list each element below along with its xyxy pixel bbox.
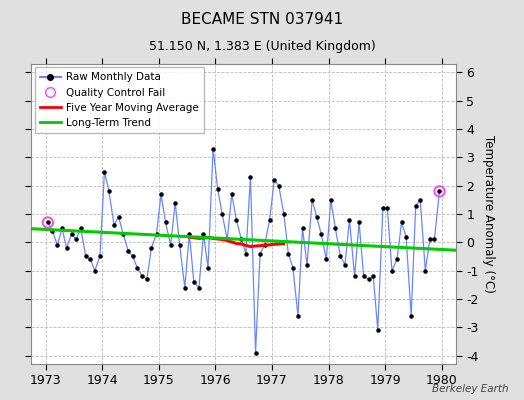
Point xyxy=(402,234,410,240)
Point xyxy=(68,231,76,237)
Point xyxy=(195,284,203,291)
Point xyxy=(388,268,396,274)
Point xyxy=(43,219,52,226)
Point xyxy=(181,284,189,291)
Point xyxy=(227,191,236,197)
Point xyxy=(143,276,151,282)
Point xyxy=(190,279,198,285)
Point xyxy=(275,182,283,189)
Point xyxy=(72,236,80,243)
Point xyxy=(53,242,62,248)
Point xyxy=(303,262,311,268)
Point xyxy=(365,276,373,282)
Point xyxy=(48,228,57,234)
Point xyxy=(209,146,217,152)
Point xyxy=(407,313,416,319)
Point xyxy=(435,188,444,194)
Point xyxy=(213,185,222,192)
Point xyxy=(133,264,141,271)
Point xyxy=(237,236,246,243)
Point xyxy=(379,205,387,212)
Point xyxy=(82,253,90,260)
Point xyxy=(246,174,255,180)
Point xyxy=(171,200,179,206)
Point xyxy=(110,222,118,228)
Point xyxy=(152,231,161,237)
Point xyxy=(199,231,208,237)
Point xyxy=(317,231,325,237)
Point xyxy=(157,191,165,197)
Point xyxy=(416,197,424,203)
Point xyxy=(119,231,127,237)
Point xyxy=(383,205,391,212)
Point xyxy=(124,248,133,254)
Point xyxy=(425,236,434,243)
Point xyxy=(326,197,335,203)
Point xyxy=(270,177,278,183)
Point xyxy=(223,236,232,243)
Point xyxy=(105,188,113,194)
Point xyxy=(138,273,147,280)
Point xyxy=(280,211,288,217)
Point xyxy=(62,245,71,251)
Text: Berkeley Earth: Berkeley Earth xyxy=(432,384,508,394)
Point xyxy=(256,250,264,257)
Point xyxy=(252,350,260,356)
Point xyxy=(91,268,99,274)
Point xyxy=(167,242,175,248)
Point xyxy=(355,219,363,226)
Point xyxy=(411,202,420,209)
Point xyxy=(232,216,241,223)
Point xyxy=(77,225,85,231)
Point xyxy=(336,253,345,260)
Point xyxy=(341,262,349,268)
Y-axis label: Temperature Anomaly (°C): Temperature Anomaly (°C) xyxy=(482,135,495,293)
Point xyxy=(393,256,401,262)
Point xyxy=(58,225,66,231)
Point xyxy=(176,242,184,248)
Point xyxy=(43,219,52,226)
Point xyxy=(369,273,377,280)
Point xyxy=(114,214,123,220)
Point xyxy=(430,236,439,243)
Point xyxy=(312,214,321,220)
Point xyxy=(260,242,269,248)
Point xyxy=(397,219,406,226)
Legend: Raw Monthly Data, Quality Control Fail, Five Year Moving Average, Long-Term Tren: Raw Monthly Data, Quality Control Fail, … xyxy=(35,67,204,133)
Point xyxy=(86,256,94,262)
Point xyxy=(284,250,292,257)
Point xyxy=(359,273,368,280)
Text: BECAME STN 037941: BECAME STN 037941 xyxy=(181,12,343,27)
Point xyxy=(298,225,307,231)
Point xyxy=(218,211,226,217)
Point xyxy=(128,253,137,260)
Point xyxy=(435,188,444,194)
Point xyxy=(100,168,108,175)
Point xyxy=(294,313,302,319)
Point xyxy=(204,264,212,271)
Text: 51.150 N, 1.383 E (United Kingdom): 51.150 N, 1.383 E (United Kingdom) xyxy=(149,40,375,53)
Point xyxy=(308,197,316,203)
Point xyxy=(331,225,340,231)
Point xyxy=(322,256,331,262)
Point xyxy=(266,216,274,223)
Point xyxy=(161,219,170,226)
Point xyxy=(345,216,354,223)
Point xyxy=(185,231,193,237)
Point xyxy=(351,273,359,280)
Point xyxy=(242,250,250,257)
Point xyxy=(421,268,430,274)
Point xyxy=(289,264,297,271)
Point xyxy=(96,253,104,260)
Point xyxy=(374,327,382,333)
Point xyxy=(147,245,156,251)
